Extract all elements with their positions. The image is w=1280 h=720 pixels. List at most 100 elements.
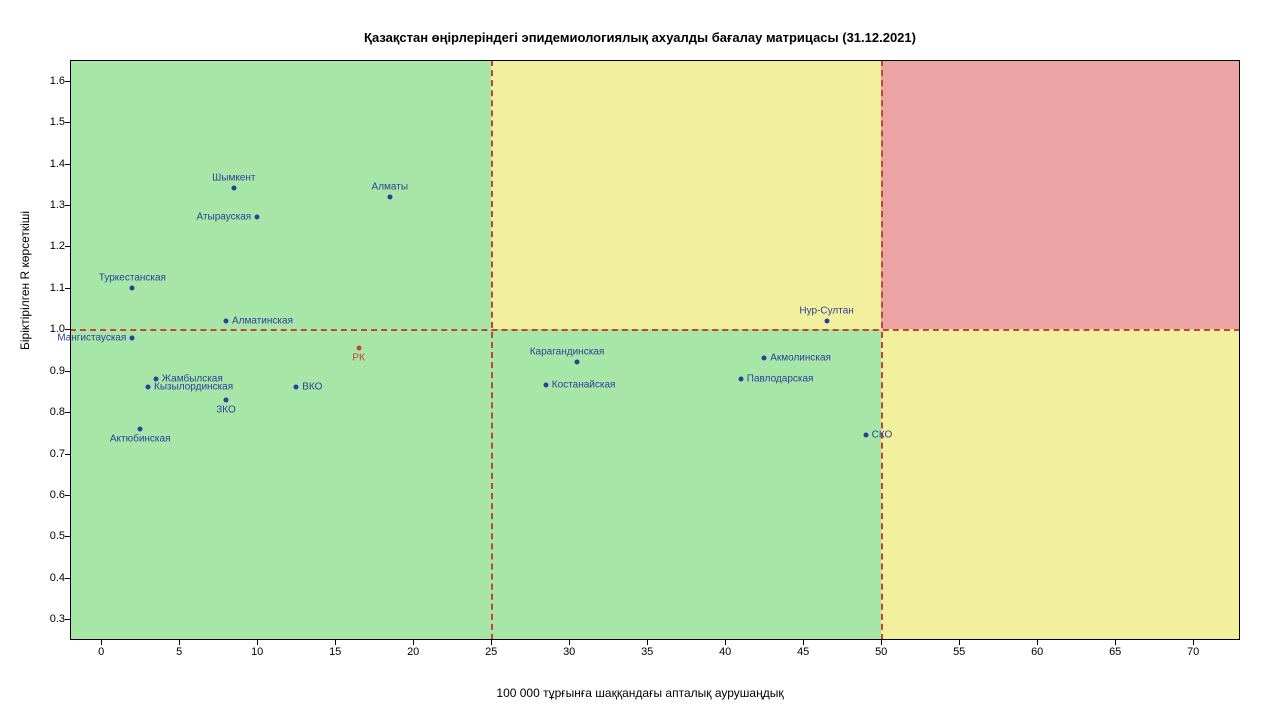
threshold-line-vertical — [491, 60, 493, 640]
y-tick-mark — [65, 412, 70, 413]
y-tick-mark — [65, 246, 70, 247]
x-tick-mark — [413, 640, 414, 645]
data-point — [255, 215, 260, 220]
x-tick-label: 25 — [485, 646, 497, 658]
x-tick-mark — [803, 640, 804, 645]
data-point-label: Мангистауская — [57, 332, 126, 343]
data-point-label: ЗКО — [216, 404, 236, 415]
x-tick-mark — [1115, 640, 1116, 645]
data-point — [356, 345, 361, 350]
x-tick-label: 0 — [98, 646, 104, 658]
y-tick-label: 0.8 — [40, 406, 65, 418]
y-tick-label: 0.4 — [40, 572, 65, 584]
data-point — [824, 319, 829, 324]
y-tick-mark — [65, 454, 70, 455]
x-tick-label: 65 — [1109, 646, 1121, 658]
y-tick-mark — [65, 578, 70, 579]
data-point — [863, 432, 868, 437]
data-point-label: Кызылординская — [154, 382, 233, 393]
y-tick-label: 0.9 — [40, 365, 65, 377]
x-tick-mark — [1037, 640, 1038, 645]
y-tick-label: 0.6 — [40, 489, 65, 501]
y-tick-label: 0.3 — [40, 613, 65, 625]
scatter-plot: 05101520253035404550556065700.30.40.50.6… — [70, 60, 1240, 640]
y-tick-mark — [65, 81, 70, 82]
x-tick-label: 50 — [875, 646, 887, 658]
data-point-label: Актюбинская — [110, 433, 171, 444]
zone-rect — [881, 329, 1240, 640]
y-tick-label: 1.2 — [40, 240, 65, 252]
x-tick-mark — [491, 640, 492, 645]
x-tick-mark — [1193, 640, 1194, 645]
data-point-label: Алматинская — [232, 316, 293, 327]
y-tick-label: 1.1 — [40, 282, 65, 294]
y-tick-mark — [65, 495, 70, 496]
y-axis-label: Біріктірілген R көрсеткіші — [18, 211, 32, 350]
threshold-line-horizontal — [70, 329, 1240, 331]
x-tick-label: 5 — [176, 646, 182, 658]
data-point — [146, 385, 151, 390]
x-tick-label: 70 — [1187, 646, 1199, 658]
data-point — [224, 397, 229, 402]
data-point — [738, 377, 743, 382]
data-point-label: Карагандинская — [530, 347, 605, 358]
y-tick-mark — [65, 371, 70, 372]
y-tick-mark — [65, 205, 70, 206]
x-tick-label: 40 — [719, 646, 731, 658]
threshold-line-vertical — [881, 60, 883, 640]
x-tick-label: 30 — [563, 646, 575, 658]
y-tick-label: 1.4 — [40, 158, 65, 170]
data-point-label: Атырауская — [197, 212, 252, 223]
data-point-label: Нур-Султан — [799, 306, 853, 317]
x-tick-mark — [101, 640, 102, 645]
x-tick-label: 15 — [329, 646, 341, 658]
data-point — [294, 385, 299, 390]
x-tick-mark — [881, 640, 882, 645]
data-point — [575, 360, 580, 365]
data-point-label: РК — [352, 352, 365, 363]
data-point — [543, 383, 548, 388]
data-point — [153, 377, 158, 382]
x-tick-label: 35 — [641, 646, 653, 658]
x-tick-label: 10 — [251, 646, 263, 658]
x-tick-mark — [179, 640, 180, 645]
data-point — [138, 426, 143, 431]
x-tick-mark — [569, 640, 570, 645]
x-tick-label: 20 — [407, 646, 419, 658]
data-point-label: Акмолинская — [770, 353, 831, 364]
y-tick-label: 1.5 — [40, 116, 65, 128]
y-tick-mark — [65, 288, 70, 289]
data-point — [130, 285, 135, 290]
x-tick-mark — [257, 640, 258, 645]
y-tick-label: 1.6 — [40, 75, 65, 87]
x-axis-label: 100 000 тұрғынға шаққандағы апталық ауру… — [0, 686, 1280, 700]
y-tick-label: 0.5 — [40, 530, 65, 542]
data-point-label: Туркестанская — [99, 272, 166, 283]
data-point-label: Павлодарская — [747, 374, 814, 385]
x-tick-mark — [959, 640, 960, 645]
chart-title: Қазақстан өңірлеріндегі эпидемиологиялық… — [0, 30, 1280, 45]
y-tick-mark — [65, 164, 70, 165]
data-point — [387, 194, 392, 199]
zone-rect — [491, 329, 881, 640]
data-point-label: СКО — [872, 429, 893, 440]
data-point-label: Костанайская — [552, 380, 616, 391]
x-tick-label: 60 — [1031, 646, 1043, 658]
x-tick-label: 45 — [797, 646, 809, 658]
data-point-label: Алматы — [372, 181, 409, 192]
data-point-label: ВКО — [302, 382, 322, 393]
x-tick-mark — [725, 640, 726, 645]
data-point-label: Шымкент — [212, 173, 255, 184]
y-tick-mark — [65, 122, 70, 123]
x-tick-mark — [647, 640, 648, 645]
data-point — [762, 356, 767, 361]
data-point — [231, 186, 236, 191]
zone-rect — [70, 329, 491, 640]
y-tick-label: 1.3 — [40, 199, 65, 211]
data-point — [130, 335, 135, 340]
y-tick-mark — [65, 536, 70, 537]
x-tick-label: 55 — [953, 646, 965, 658]
zone-rect — [881, 60, 1240, 329]
y-tick-mark — [65, 329, 70, 330]
data-point — [224, 319, 229, 324]
